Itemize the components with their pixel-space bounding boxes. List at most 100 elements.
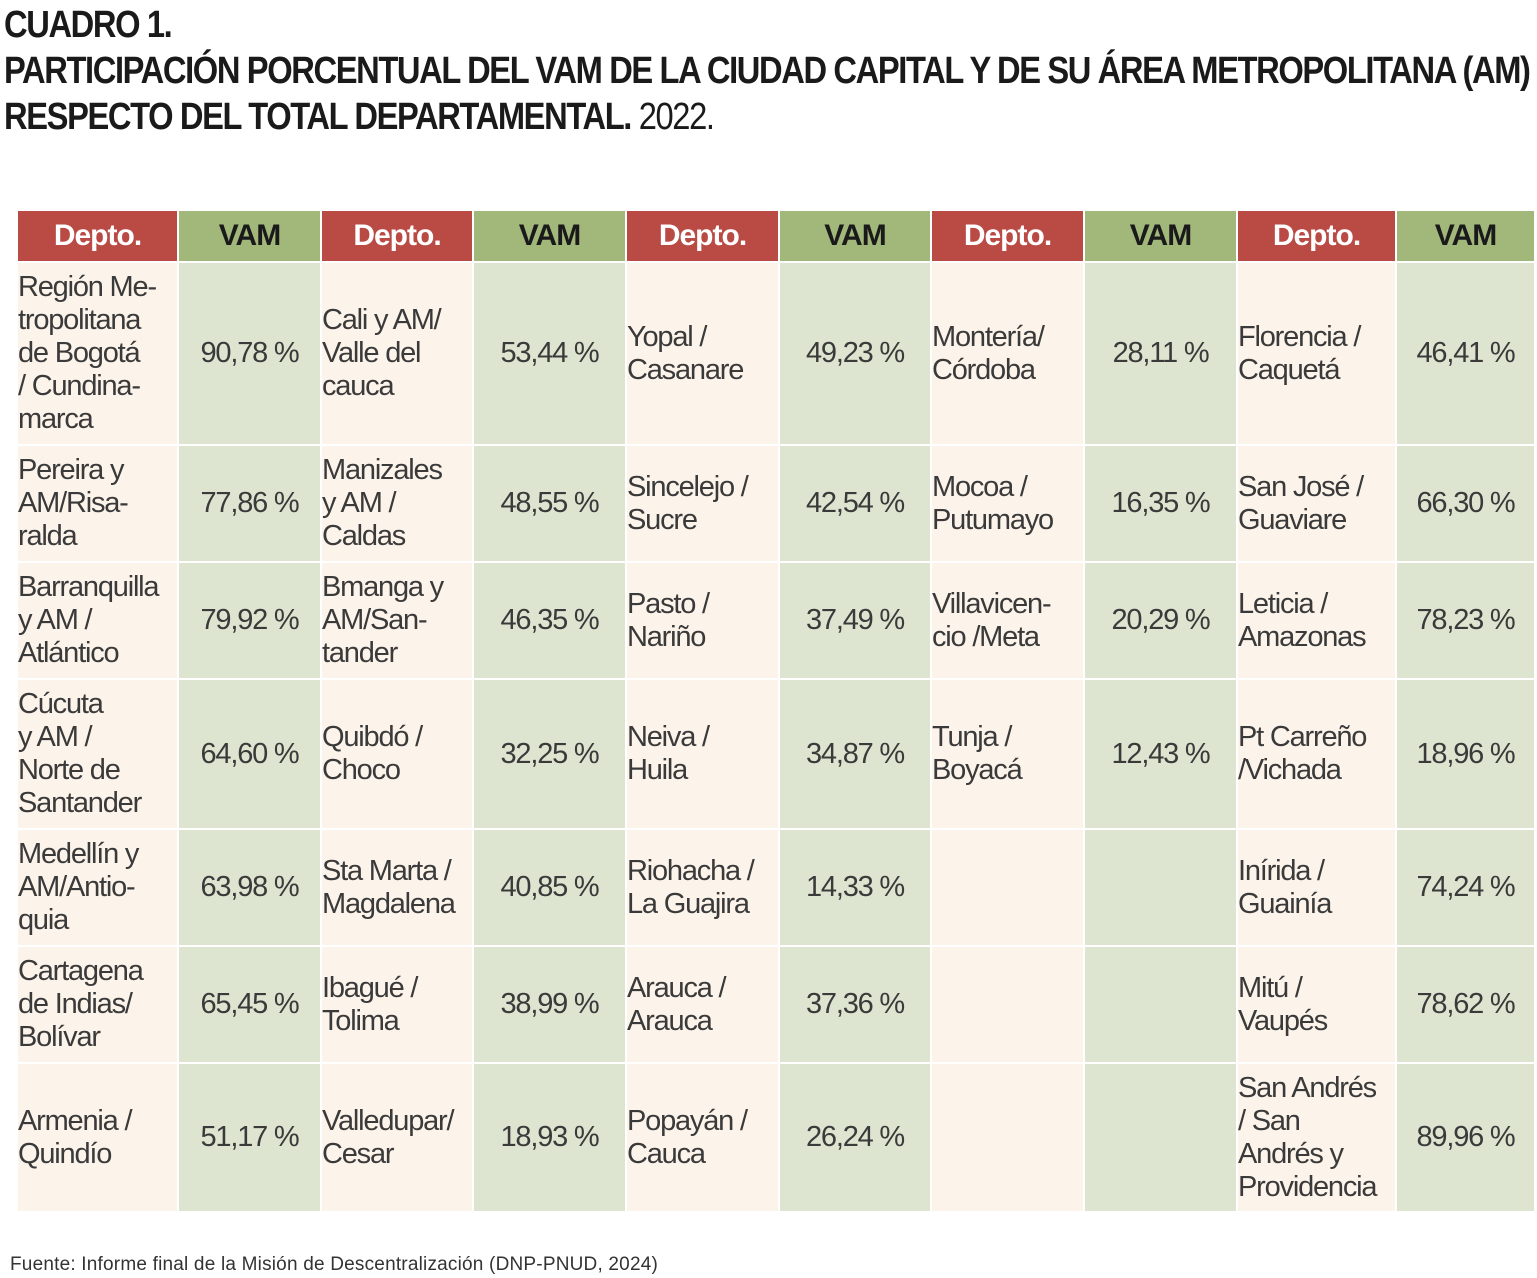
- source-note: Fuente: Informe final de la Misión de De…: [10, 1254, 659, 1275]
- vam-cell: 49,23 %: [779, 262, 932, 446]
- depto-line: de Bogotá: [18, 337, 141, 369]
- depto-line: Putumayo: [932, 503, 1054, 536]
- depto-cell: Yopal / Casanare: [626, 262, 780, 446]
- table-body: Región Me-tropolitana de Bogotá / Cundina-…: [18, 262, 1536, 1213]
- depto-cell: Bmanga y AM/San-tander: [321, 562, 474, 680]
- depto-line: y AM /: [322, 487, 397, 519]
- depto-line: Cúcuta: [18, 688, 104, 720]
- depto-cell: Popayán / Cauca: [626, 1063, 780, 1213]
- depto-line: Montería/: [932, 320, 1045, 353]
- caption-year: 2022.: [638, 96, 715, 138]
- depto-line: Sucre: [627, 503, 698, 536]
- vam-cell: 14,33 %: [779, 829, 932, 947]
- depto-line: / San: [1238, 1104, 1301, 1137]
- caption-title-line-2: RESPECTO DEL TOTAL DEPARTAMENTAL. 2022.: [4, 94, 1320, 140]
- depto-cell: Florencia / Caquetá: [1237, 262, 1397, 446]
- header-depto: Depto.: [931, 211, 1085, 263]
- depto-line: AM/Risa-: [18, 487, 129, 519]
- vam-cell: [1084, 946, 1238, 1064]
- vam-cell: 66,30 %: [1396, 445, 1536, 563]
- depto-line: Atlántico: [18, 637, 120, 669]
- table-row: Barranquilla y AM / Atlántico 79,92 % Bmanga…: [18, 562, 1536, 680]
- vam-cell: 48,55 %: [473, 445, 627, 563]
- depto-line: Arauca: [627, 1004, 713, 1037]
- vam-cell: 90,78 %: [178, 262, 322, 446]
- depto-cell: Cúcuta y AM / Norte de Santander: [18, 679, 179, 830]
- depto-line: Mitú /: [1238, 971, 1303, 1004]
- depto-line: Valle del: [322, 337, 421, 369]
- depto-line: Cesar: [322, 1137, 395, 1170]
- depto-line: Florencia /: [1238, 320, 1361, 353]
- depto-line: / Cundina-: [18, 370, 141, 402]
- depto-cell: Sincelejo / Sucre: [626, 445, 780, 563]
- vam-cell: 65,45 %: [178, 946, 322, 1064]
- vam-table: Depto. VAM Depto. VAM Depto. VAM Depto. …: [18, 211, 1536, 1213]
- depto-line: Amazonas: [1238, 620, 1367, 653]
- depto-cell: Armenia / Quindío: [18, 1063, 179, 1213]
- depto-line: marca: [18, 403, 94, 435]
- table-row: Pereira y AM/Risa-ralda 77,86 % Manizales y …: [18, 445, 1536, 563]
- depto-cell: Mocoa / Putumayo: [931, 445, 1085, 563]
- depto-line: Popayán /: [627, 1104, 748, 1137]
- depto-line: de Indias/: [18, 988, 133, 1020]
- depto-line: tropolitana: [18, 304, 141, 336]
- depto-cell: Neiva / Huila: [626, 679, 780, 830]
- table-row: Cartagena de Indias/Bolívar 65,45 % Ibagué …: [18, 946, 1536, 1064]
- table-row: Región Me-tropolitana de Bogotá / Cundina-…: [18, 262, 1536, 446]
- depto-line: Valledupar/: [322, 1104, 455, 1137]
- header-vam: VAM: [473, 211, 627, 263]
- vam-cell: 89,96 %: [1396, 1063, 1536, 1213]
- depto-cell: Leticia / Amazonas: [1237, 562, 1397, 680]
- vam-cell: 51,17 %: [178, 1063, 322, 1213]
- depto-line: Huila: [627, 754, 688, 786]
- depto-line: Pt Carreño: [1238, 721, 1367, 753]
- depto-cell: Cartagena de Indias/Bolívar: [18, 946, 179, 1064]
- depto-cell: Pt Carreño/Vichada: [1237, 679, 1397, 830]
- depto-line: Guainía: [1238, 887, 1332, 920]
- depto-line: Nariño: [627, 620, 706, 653]
- depto-cell: Ibagué / Tolima: [321, 946, 474, 1064]
- vam-cell: 37,49 %: [779, 562, 932, 680]
- depto-line: y AM /: [18, 604, 93, 636]
- depto-line: Medellín y: [18, 838, 139, 870]
- vam-cell: [1084, 829, 1238, 947]
- vam-cell: 79,92 %: [178, 562, 322, 680]
- depto-line: Providencia: [1238, 1170, 1378, 1203]
- depto-line: /Vichada: [1238, 754, 1342, 786]
- depto-line: Inírida /: [1238, 854, 1325, 887]
- header-depto: Depto.: [18, 211, 179, 263]
- depto-line: Bmanga y: [322, 571, 444, 603]
- vam-cell: 77,86 %: [178, 445, 322, 563]
- depto-line: Bolívar: [18, 1021, 101, 1053]
- depto-line: Tolima: [322, 1004, 400, 1037]
- depto-cell: Riohacha / La Guajira: [626, 829, 780, 947]
- depto-line: Córdoba: [932, 353, 1036, 386]
- depto-cell: Sta Marta / Magdalena: [321, 829, 474, 947]
- depto-line: Caldas: [322, 520, 406, 552]
- table-row: Armenia / Quindío 51,17 % Valledupar/Cesar 1…: [18, 1063, 1536, 1213]
- vam-cell: 16,35 %: [1084, 445, 1238, 563]
- depto-line: Manizales: [322, 454, 443, 486]
- header-vam: VAM: [178, 211, 322, 263]
- depto-line: Armenia /: [18, 1104, 133, 1137]
- depto-cell: Quibdó / Choco: [321, 679, 474, 830]
- depto-cell: Arauca / Arauca: [626, 946, 780, 1064]
- depto-line: Arauca /: [627, 971, 727, 1004]
- depto-line: Andrés y: [1238, 1137, 1344, 1170]
- table-row: Medellín y AM/Antio-quia 63,98 % Sta Marta …: [18, 829, 1536, 947]
- vam-cell: 64,60 %: [178, 679, 322, 830]
- vam-cell: 53,44 %: [473, 262, 627, 446]
- depto-cell: [931, 1063, 1085, 1213]
- depto-cell: Tunja / Boyacá: [931, 679, 1085, 830]
- depto-line: cio /Meta: [932, 620, 1040, 653]
- depto-cell: Medellín y AM/Antio-quia: [18, 829, 179, 947]
- vam-cell: 34,87 %: [779, 679, 932, 830]
- vam-cell: 46,41 %: [1396, 262, 1536, 446]
- depto-cell: San Andrés / San Andrés y Providencia: [1237, 1063, 1397, 1213]
- header-vam: VAM: [779, 211, 932, 263]
- depto-line: Villavicen-: [932, 587, 1052, 620]
- depto-line: Magdalena: [322, 887, 456, 920]
- caption-title-line-1: PARTICIPACIÓN PORCENTUAL DEL VAM DE LA C…: [4, 50, 1531, 92]
- depto-line: Sincelejo /: [627, 470, 749, 503]
- vam-cell: 18,93 %: [473, 1063, 627, 1213]
